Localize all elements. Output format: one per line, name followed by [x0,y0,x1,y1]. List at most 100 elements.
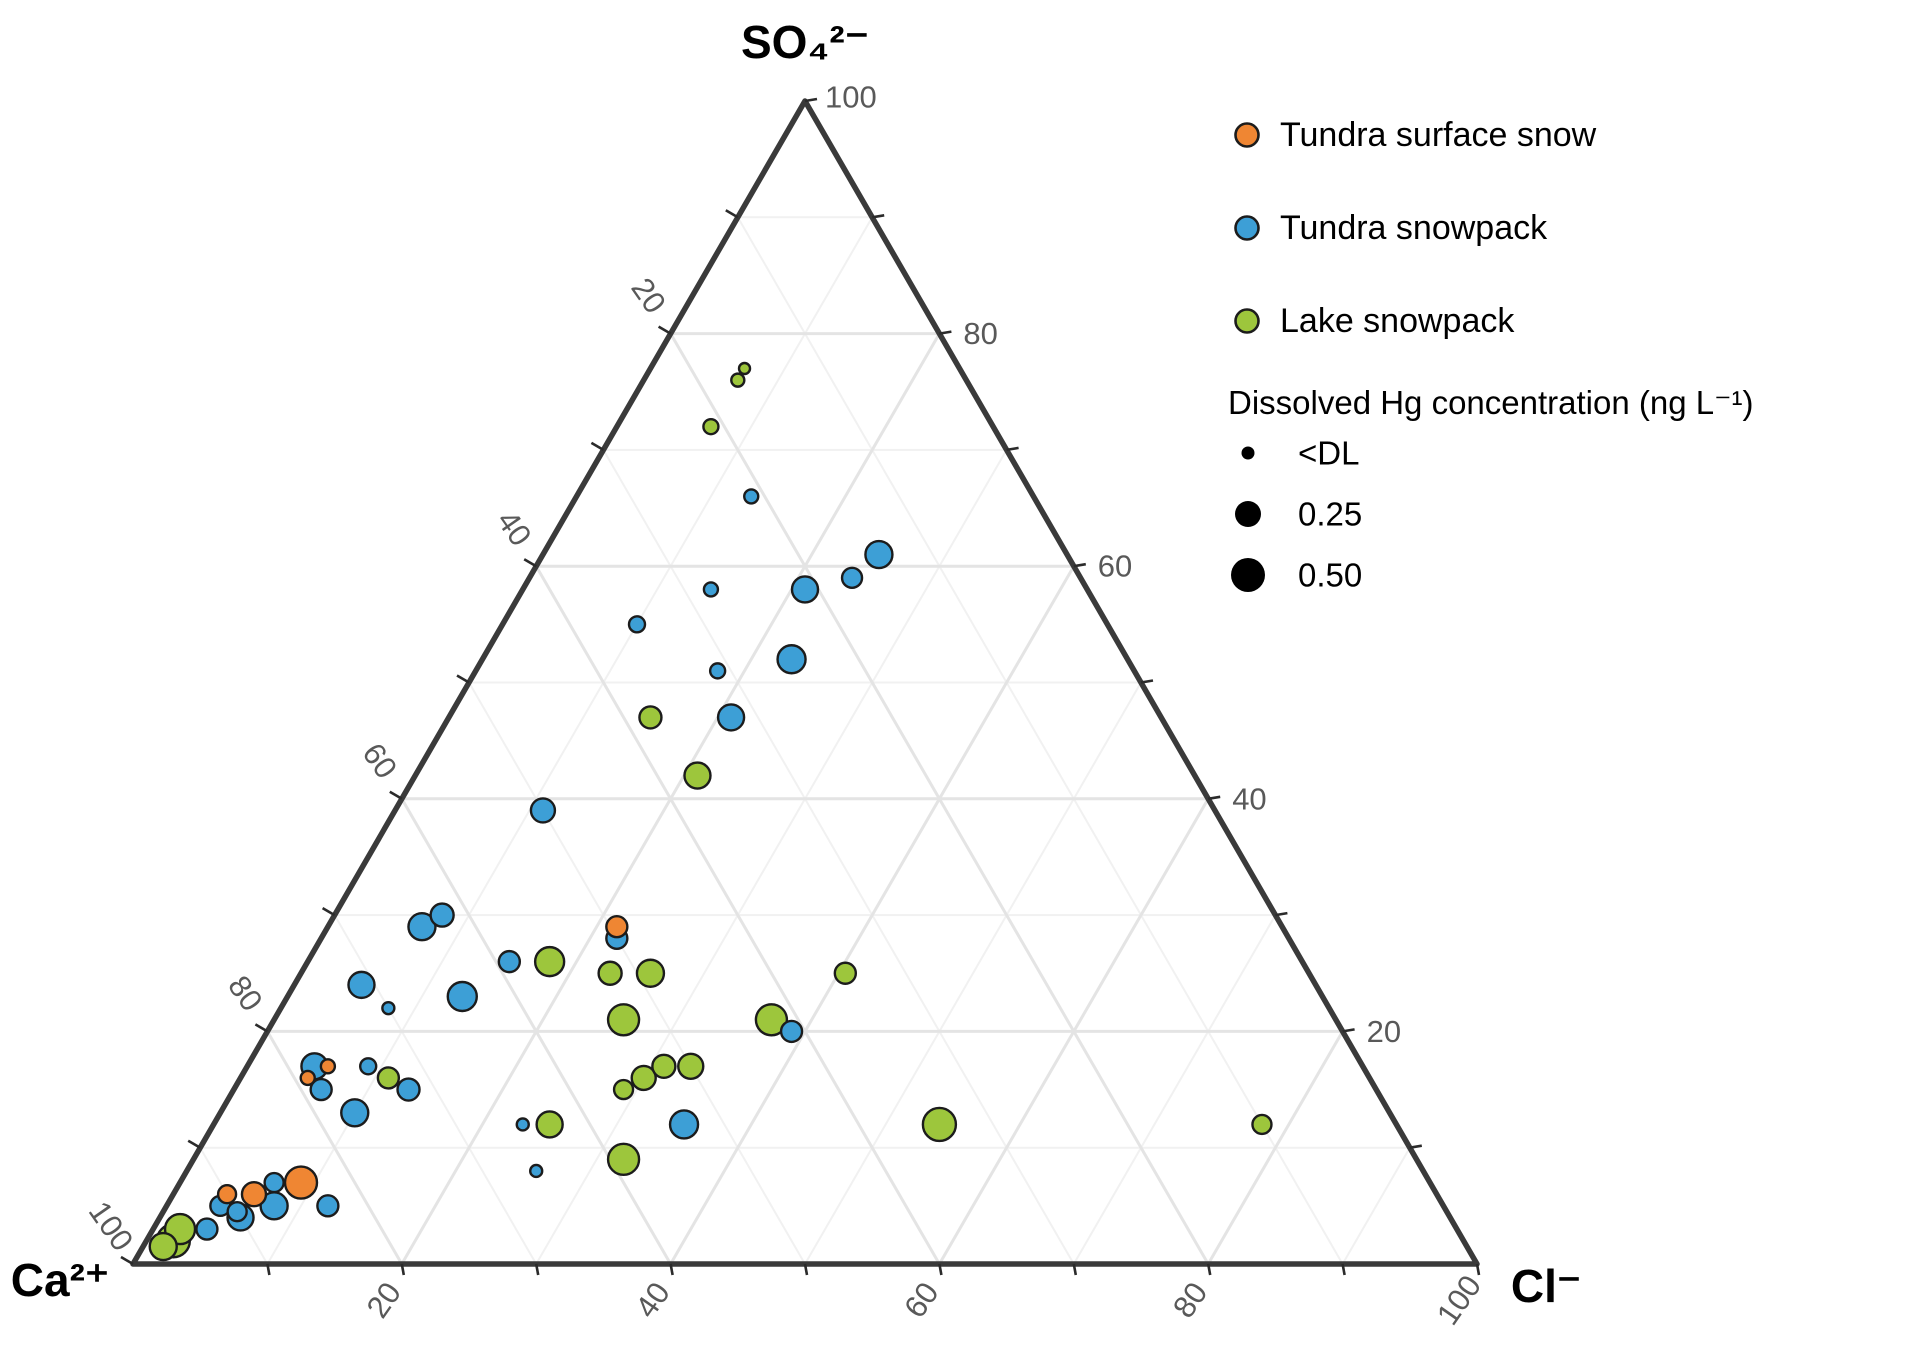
tick-mark [1207,795,1221,801]
tick-mark [669,1263,674,1276]
data-point [533,945,566,978]
data-point [515,1117,530,1132]
ca-tick-label: 100 [82,1195,140,1257]
cl-tick-label: 40 [628,1276,676,1324]
size-legend-title: Dissolved Hg concentration (ng L⁻¹) [1228,384,1754,421]
data-point [606,1003,641,1037]
data-point [381,1000,396,1016]
tick-mark [1006,446,1019,452]
cl-axis-title: Cl⁻ [1511,1260,1581,1312]
grid-line [804,681,1142,1265]
grid-line [535,449,1008,1265]
color-legend: Tundra surface snow Tundra snowpack Lake s… [1234,116,1597,340]
size-legend-marker [1235,501,1261,527]
data-point [195,1217,219,1241]
data-point [776,644,807,675]
data-point [529,1163,544,1179]
data-point [683,761,712,790]
data-point [535,1110,564,1139]
size-legend-marker [1231,558,1265,592]
data-point [606,1142,641,1177]
grid-line [736,216,1344,1265]
data-point [779,1019,804,1044]
data-point [921,1106,958,1143]
ca-axis-title: Ca²⁺ [11,1254,109,1306]
data-point [638,705,663,730]
data-point [716,703,746,732]
grid-line [938,798,1210,1265]
data-point [376,1066,401,1090]
data-point [148,1231,178,1262]
tick-mark [1475,1263,1481,1276]
legend-marker [1234,215,1260,241]
data-point [309,1077,333,1102]
tick-mark [400,1263,406,1276]
data-point [340,1098,370,1128]
data-point [597,960,623,986]
ca-tick-label: 80 [221,969,269,1017]
grid-lines-major [266,332,1344,1265]
tick-mark [938,1263,943,1276]
grid-line [400,798,672,1265]
data-point [497,949,522,974]
data-point [790,575,820,604]
data-point [226,1200,248,1223]
tick-mark [590,441,605,452]
data-point [396,1077,421,1102]
tick-mark [725,209,739,219]
data-point [407,912,437,942]
data-point [743,488,760,505]
data-point [529,797,557,824]
legend-item-label: Tundra snowpack [1280,209,1548,247]
data-point [840,566,864,590]
size-legend-item-label: <DL [1298,435,1359,472]
data-point [216,1184,238,1205]
tick-mark [1072,1263,1078,1276]
size-legend: <DL 0.25 0.50 [1231,435,1362,594]
tick-mark [1275,911,1288,917]
axis-ticks [120,97,1481,1276]
data-point [240,1181,268,1208]
tick-mark [803,1263,809,1276]
cl-tick-label: 100 [1430,1269,1488,1331]
data-point [833,961,858,985]
data-points [148,361,1273,1262]
data-point [429,902,455,928]
data-point [627,615,647,634]
tick-mark [266,1263,271,1276]
tick-mark [1341,1263,1346,1276]
tick-mark [389,790,403,800]
tick-mark [804,97,818,103]
so4-tick-label: 60 [1098,549,1132,584]
tick-mark [1140,679,1154,684]
data-point [754,1003,789,1037]
size-legend-item-label: 0.25 [1298,496,1362,533]
data-point [668,1109,700,1140]
tick-mark [1073,562,1087,568]
data-point [1251,1113,1273,1136]
data-point [864,539,894,570]
legend-item-label: Tundra surface snow [1280,116,1597,154]
so4-axis-title: SO₄²⁻ [741,16,869,68]
data-point [359,1057,378,1076]
grid-line [534,565,941,1265]
so4-tick-label: 20 [1367,1014,1401,1049]
data-point [702,417,720,436]
ca-tick-label: 40 [490,504,538,552]
tick-mark [120,1255,134,1266]
data-point [283,1165,319,1200]
so4-tick-label: 100 [825,80,877,115]
grid-line [1206,1030,1344,1265]
data-point [677,1052,705,1080]
grid-line [602,449,1075,1265]
grid-line [266,1030,404,1265]
cl-tick-label: 60 [897,1276,945,1324]
so4-tick-label: 80 [963,316,997,351]
tick-mark [456,674,470,684]
tick-mark [254,1023,269,1033]
data-point [299,1069,316,1087]
grid-line [1341,1147,1411,1265]
legend-marker [1234,122,1260,148]
